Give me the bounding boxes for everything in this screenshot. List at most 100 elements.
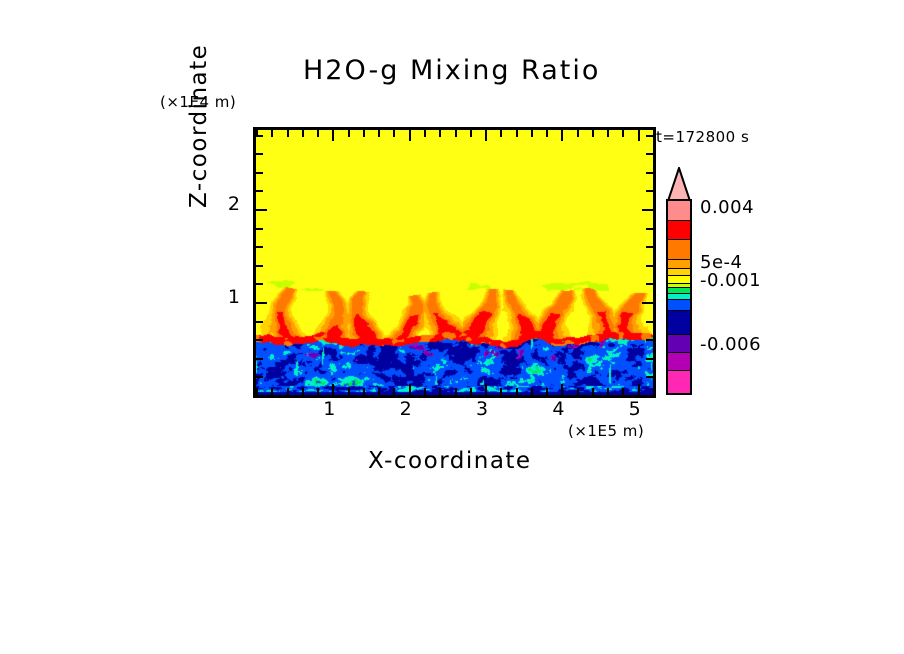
- contour-field: [256, 130, 653, 395]
- tick-mark: [439, 130, 442, 137]
- tick-mark: [362, 130, 365, 137]
- x-tick-label: 3: [475, 398, 489, 420]
- tick-mark: [622, 130, 625, 137]
- tick-mark: [256, 171, 263, 174]
- tick-mark: [515, 388, 518, 395]
- tick-mark: [607, 130, 610, 137]
- tick-mark: [646, 134, 653, 137]
- tick-mark: [256, 130, 258, 137]
- colorbar-arrow-icon: [666, 167, 692, 201]
- colorbar-tick-label: 5e-4: [700, 251, 743, 273]
- tick-mark: [561, 130, 564, 141]
- colorbar-band: [668, 283, 690, 288]
- y-tick-label: 1: [227, 286, 240, 309]
- y-tick-label: 2: [227, 193, 240, 216]
- colorbar-bands: [666, 199, 692, 395]
- tick-mark: [646, 357, 653, 360]
- tick-mark: [646, 171, 653, 174]
- tick-mark: [256, 246, 263, 249]
- tick-mark: [408, 130, 411, 141]
- colorbar-band: [668, 370, 690, 393]
- tick-mark: [256, 388, 258, 395]
- tick-mark: [256, 357, 263, 360]
- x-tick-label: 5: [628, 398, 641, 420]
- tick-mark: [256, 227, 263, 230]
- tick-mark: [591, 388, 594, 395]
- tick-mark: [642, 302, 653, 305]
- plot-area[interactable]: [253, 127, 656, 398]
- y-axis-title: Z-coordinate: [186, 43, 212, 208]
- tick-mark: [256, 264, 263, 267]
- tick-mark: [286, 130, 289, 137]
- tick-mark: [646, 264, 653, 267]
- tick-mark: [646, 395, 653, 397]
- tick-mark: [515, 130, 518, 137]
- tick-mark: [530, 388, 533, 395]
- tick-mark: [317, 130, 320, 137]
- tick-mark: [646, 283, 653, 286]
- tick-mark: [646, 227, 653, 230]
- tick-mark: [332, 130, 335, 141]
- tick-mark: [332, 384, 335, 395]
- tick-mark: [317, 388, 320, 395]
- tick-mark: [454, 388, 457, 395]
- tick-mark: [347, 388, 350, 395]
- tick-mark: [347, 130, 350, 137]
- colorbar-band: [668, 201, 690, 221]
- tick-mark: [271, 130, 274, 137]
- tick-mark: [546, 388, 549, 395]
- tick-mark: [393, 388, 396, 395]
- tick-mark: [256, 339, 263, 342]
- x-tick-label: 4: [552, 398, 565, 420]
- colorbar-band: [668, 300, 690, 311]
- colorbar[interactable]: [666, 167, 692, 395]
- page-title: H2O-g Mixing Ratio: [303, 55, 601, 86]
- tick-mark: [500, 388, 503, 395]
- colorbar-band: [668, 240, 690, 260]
- x-axis-title: X-coordinate: [368, 448, 532, 474]
- tick-mark: [271, 388, 274, 395]
- tick-mark: [393, 130, 396, 137]
- tick-mark: [378, 388, 381, 395]
- colorbar-band: [668, 259, 690, 269]
- tick-mark: [591, 130, 594, 137]
- x-axis-unit-label: (×1E5 m): [568, 422, 645, 440]
- colorbar-band: [668, 334, 690, 353]
- tick-mark: [301, 388, 304, 395]
- x-tick-label: 1: [323, 398, 336, 420]
- tick-mark: [378, 130, 381, 137]
- tick-mark: [576, 130, 579, 137]
- tick-mark: [642, 209, 653, 212]
- tick-mark: [637, 130, 640, 141]
- tick-mark: [622, 388, 625, 395]
- colorbar-tick-label: 0.004: [700, 197, 755, 219]
- tick-mark: [256, 190, 263, 193]
- colorbar-band: [668, 352, 690, 371]
- tick-mark: [256, 153, 263, 156]
- time-annotation: t=172800 s: [656, 128, 750, 146]
- colorbar-band: [668, 288, 690, 294]
- tick-mark: [256, 320, 263, 323]
- tick-mark: [646, 153, 653, 156]
- colorbar-band: [668, 268, 690, 276]
- tick-mark: [646, 246, 653, 249]
- tick-mark: [607, 388, 610, 395]
- tick-mark: [530, 130, 533, 137]
- tick-mark: [423, 388, 426, 395]
- tick-mark: [286, 388, 289, 395]
- colorbar-band: [668, 220, 690, 240]
- x-tick-label: 2: [399, 398, 412, 420]
- tick-mark: [646, 339, 653, 342]
- tick-mark: [469, 130, 472, 137]
- tick-mark: [485, 384, 488, 395]
- tick-mark: [561, 384, 564, 395]
- tick-mark: [408, 384, 411, 395]
- tick-mark: [646, 190, 653, 193]
- tick-mark: [423, 130, 426, 137]
- colorbar-tick-label: -0.006: [700, 333, 762, 355]
- tick-mark: [256, 283, 263, 286]
- y-axis-unit-label: (×1E4 m): [160, 93, 237, 111]
- tick-mark: [485, 130, 488, 141]
- tick-mark: [576, 388, 579, 395]
